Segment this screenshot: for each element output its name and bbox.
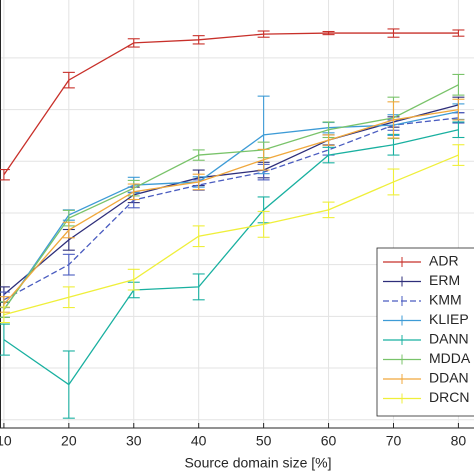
legend-label: ADR — [429, 253, 459, 269]
series — [0, 28, 465, 181]
legend-label: ERM — [429, 272, 460, 288]
legend-label: DRCN — [429, 389, 469, 405]
error-bar — [257, 148, 270, 171]
error-bar — [62, 253, 75, 276]
error-bar — [322, 201, 335, 219]
error-bar — [62, 221, 75, 239]
series-line — [3, 154, 459, 316]
error-bar — [127, 38, 140, 48]
series-line — [3, 108, 459, 305]
error-bar — [0, 306, 10, 324]
error-bar — [192, 273, 205, 301]
legend-box — [376, 247, 474, 417]
error-bar — [452, 73, 465, 96]
error-bar — [452, 144, 465, 166]
error-bar — [257, 30, 270, 38]
error-bar — [452, 29, 465, 37]
error-bar — [192, 173, 205, 191]
series-line — [3, 84, 459, 311]
error-bar — [257, 210, 270, 238]
error-bar — [0, 323, 10, 356]
series-line — [3, 129, 459, 386]
error-bar — [62, 286, 75, 309]
x-tick-label: 70 — [386, 433, 402, 449]
error-bar — [192, 225, 205, 248]
error-bar — [127, 268, 140, 291]
series-line — [3, 111, 459, 310]
error-bar — [127, 183, 140, 201]
error-bar — [322, 30, 335, 36]
error-bar — [387, 168, 400, 196]
x-tick-label: 50 — [256, 433, 272, 449]
error-bar — [452, 98, 465, 121]
error-bar — [322, 146, 335, 164]
series — [0, 98, 465, 313]
error-bar — [387, 28, 400, 38]
error-bar — [322, 134, 335, 146]
legend-label: KMM — [429, 292, 462, 308]
error-bar — [387, 101, 400, 139]
legend-label: DDAN — [429, 370, 469, 386]
legend-label: KLIEP — [429, 311, 469, 327]
series-line — [3, 117, 459, 301]
error-bar — [192, 149, 205, 161]
legend-label: MDDA — [429, 350, 471, 366]
x-tick-label: 40 — [191, 433, 207, 449]
x-tick-label: 10 — [0, 433, 12, 449]
legend-label: DANN — [429, 331, 469, 347]
x-tick-label: 80 — [451, 433, 467, 449]
error-bar — [452, 121, 465, 139]
series-line — [3, 32, 459, 176]
x-axis-label: Source domain size [%] — [184, 455, 331, 471]
x-tick-label: 30 — [126, 433, 142, 449]
x-tick-label: 20 — [61, 433, 77, 449]
error-bar — [192, 35, 205, 45]
series — [0, 144, 465, 324]
error-bar — [62, 350, 75, 419]
error-bar — [62, 71, 75, 89]
error-bar — [0, 168, 10, 181]
x-tick-label: 60 — [321, 433, 337, 449]
